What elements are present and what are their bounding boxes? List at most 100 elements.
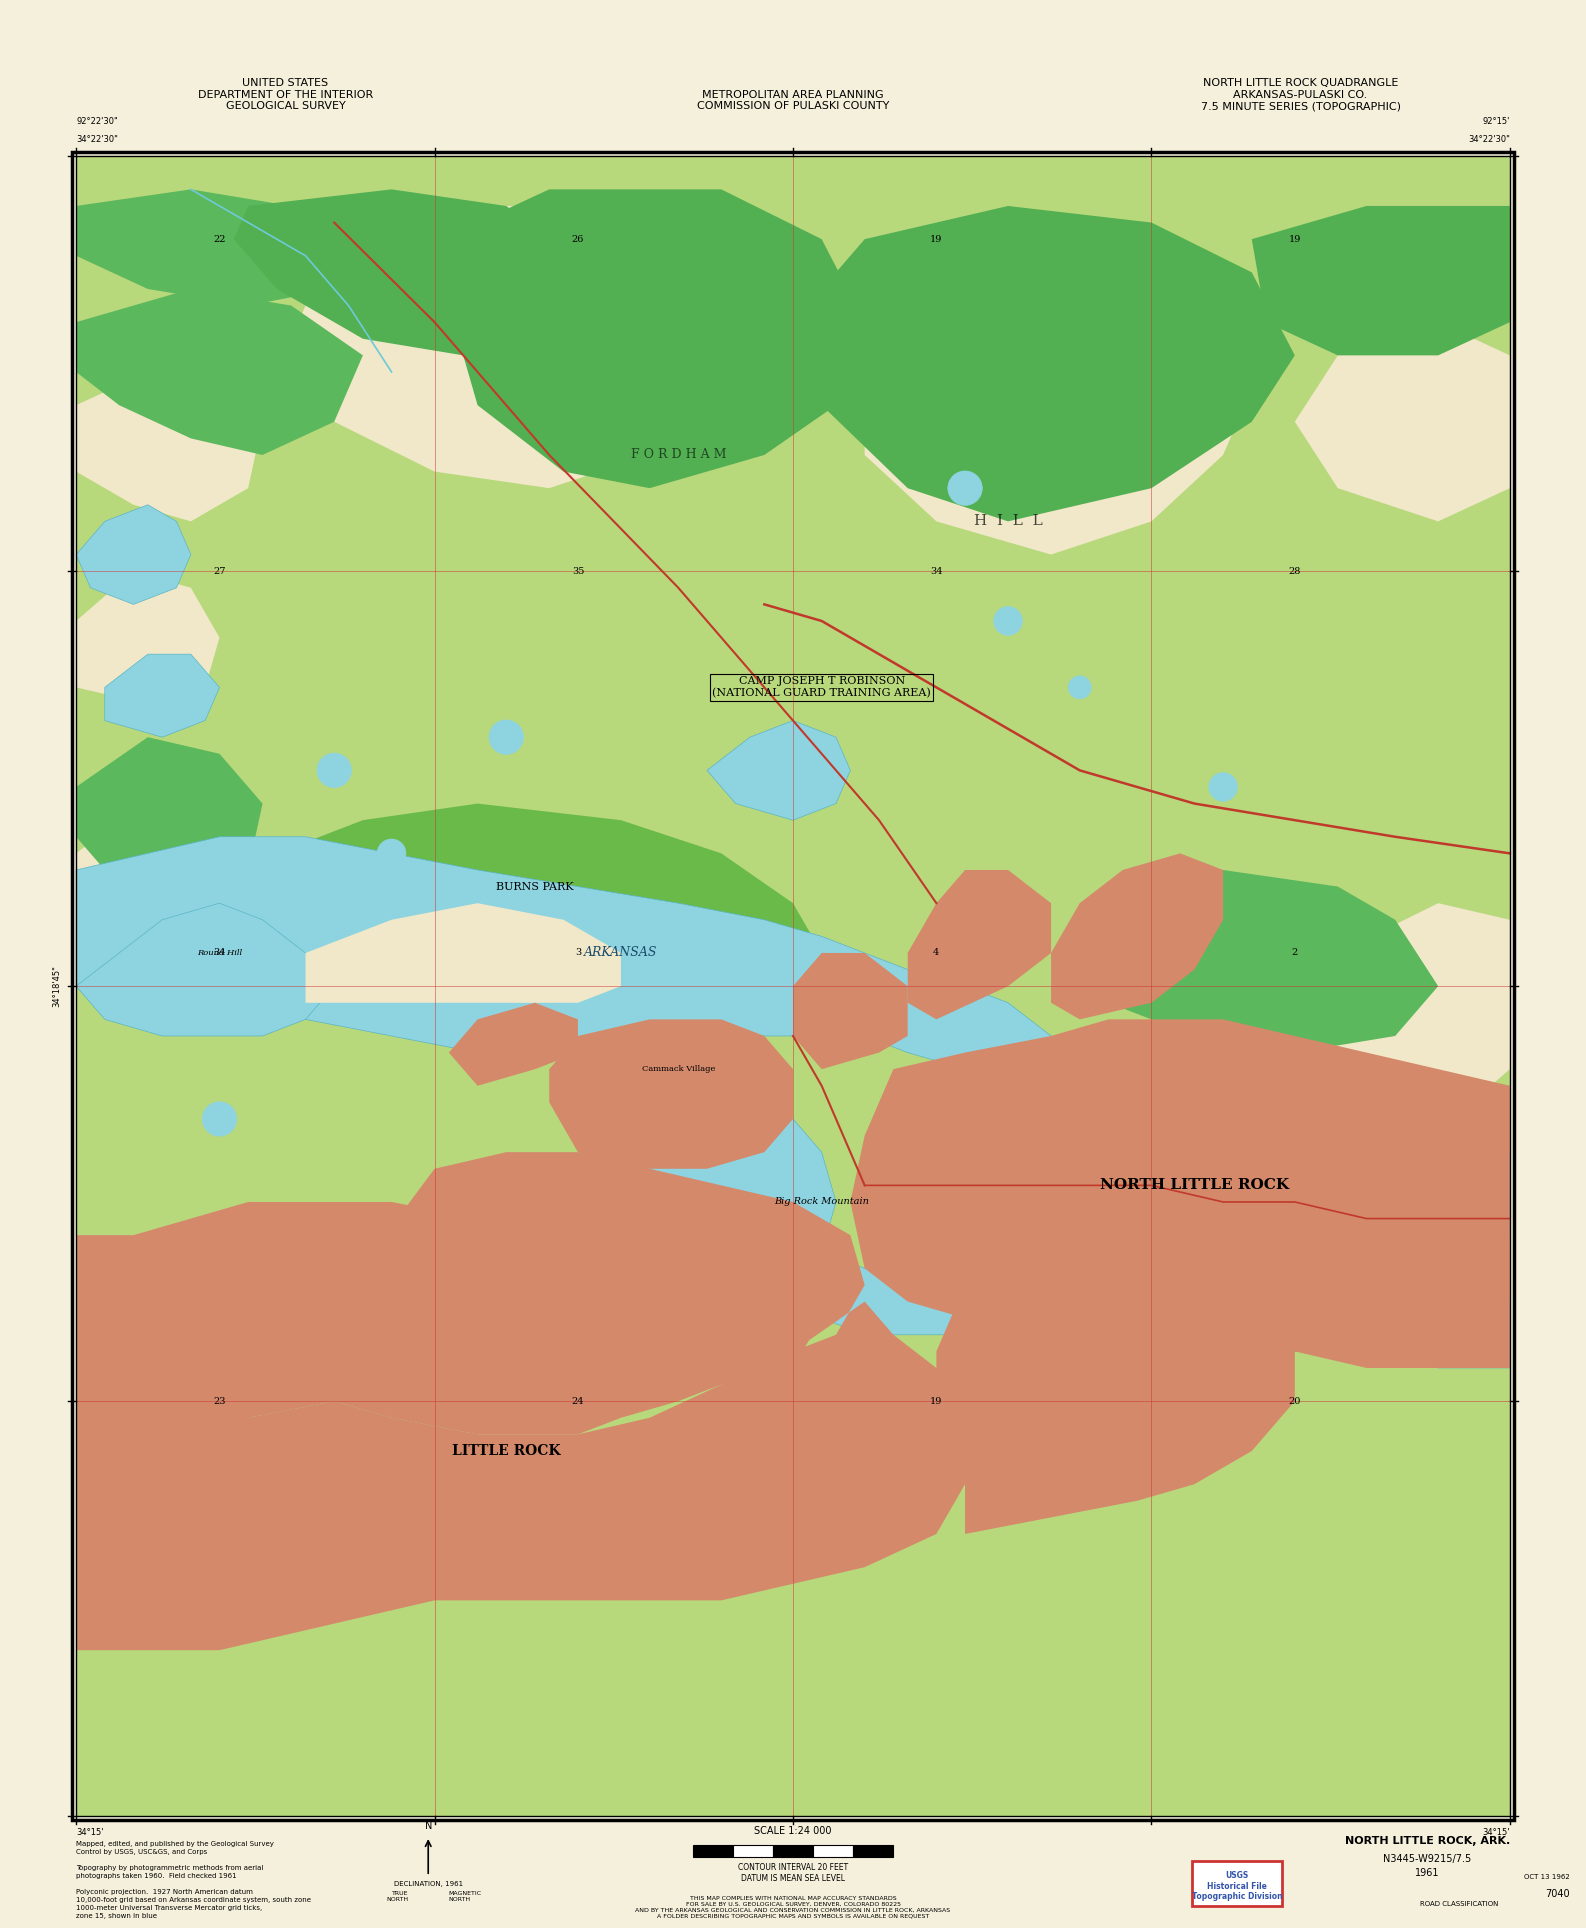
- Circle shape: [377, 839, 406, 868]
- Bar: [693, 1845, 733, 1857]
- Polygon shape: [1308, 902, 1510, 1118]
- Text: Mapped, edited, and published by the Geological Survey
Control by USGS, USC&GS, : Mapped, edited, and published by the Geo…: [76, 1841, 325, 1928]
- Text: F O R D H A M: F O R D H A M: [631, 449, 726, 461]
- Text: 34°18'45": 34°18'45": [52, 966, 62, 1006]
- Polygon shape: [76, 189, 363, 305]
- Circle shape: [994, 607, 1023, 636]
- Polygon shape: [822, 206, 1294, 521]
- Text: USGS
Historical File
Topographic Division: USGS Historical File Topographic Divisio…: [1191, 1872, 1283, 1901]
- Polygon shape: [306, 902, 622, 1003]
- Text: UNITED STATES
DEPARTMENT OF THE INTERIOR
GEOLOGICAL SURVEY: UNITED STATES DEPARTMENT OF THE INTERIOR…: [198, 77, 373, 112]
- Text: 23: 23: [213, 1396, 225, 1406]
- Circle shape: [1180, 1336, 1209, 1365]
- Polygon shape: [76, 372, 263, 521]
- Text: MAGNETIC
NORTH: MAGNETIC NORTH: [449, 1891, 481, 1903]
- Circle shape: [317, 754, 352, 787]
- Text: 20: 20: [1288, 1396, 1301, 1406]
- Text: 19: 19: [929, 235, 942, 243]
- Text: H  I  L  L: H I L L: [974, 515, 1042, 528]
- Polygon shape: [76, 1153, 964, 1650]
- Text: 28: 28: [1288, 567, 1301, 576]
- Text: BURNS PARK: BURNS PARK: [496, 881, 574, 891]
- Polygon shape: [936, 1218, 1294, 1535]
- Text: 92°22'30": 92°22'30": [76, 118, 117, 125]
- Text: DECLINATION, 1961: DECLINATION, 1961: [393, 1882, 463, 1888]
- Bar: [71, 152, 1515, 1820]
- Circle shape: [488, 719, 523, 754]
- Text: CAMP JOSEPH T ROBINSON
(NATIONAL GUARD TRAINING AREA): CAMP JOSEPH T ROBINSON (NATIONAL GUARD T…: [712, 677, 931, 698]
- Text: ROAD CLASSIFICATION: ROAD CLASSIFICATION: [1419, 1901, 1499, 1907]
- Text: NORTH LITTLE ROCK QUADRANGLE
ARKANSAS-PULASKI CO.
7.5 MINUTE SERIES (TOPOGRAPHIC: NORTH LITTLE ROCK QUADRANGLE ARKANSAS-PU…: [1201, 77, 1400, 112]
- Polygon shape: [907, 870, 1052, 1020]
- Text: SCALE 1:24 000: SCALE 1:24 000: [755, 1826, 831, 1835]
- Polygon shape: [76, 837, 1510, 1236]
- Text: 1961: 1961: [1415, 1868, 1440, 1878]
- Text: CONTOUR INTERVAL 20 FEET
DATUM IS MEAN SEA LEVEL: CONTOUR INTERVAL 20 FEET DATUM IS MEAN S…: [737, 1862, 849, 1882]
- Text: 19: 19: [1288, 235, 1301, 243]
- Polygon shape: [76, 1201, 822, 1452]
- Bar: [76, 156, 1510, 1816]
- Text: ARKANSAS: ARKANSAS: [584, 947, 658, 960]
- Polygon shape: [1251, 206, 1510, 355]
- Circle shape: [566, 1274, 590, 1296]
- Text: 92°15': 92°15': [1483, 118, 1510, 125]
- Polygon shape: [1052, 854, 1223, 1020]
- Circle shape: [176, 1271, 205, 1299]
- Text: 34°15': 34°15': [1483, 1828, 1510, 1837]
- Text: METROPOLITAN AREA PLANNING
COMMISSION OF PULASKI COUNTY: METROPOLITAN AREA PLANNING COMMISSION OF…: [696, 89, 890, 112]
- Bar: [733, 1845, 772, 1857]
- Polygon shape: [76, 505, 190, 603]
- Polygon shape: [1294, 322, 1510, 521]
- Polygon shape: [76, 736, 263, 902]
- Text: 7040: 7040: [1545, 1889, 1570, 1899]
- Text: 34°22'30": 34°22'30": [76, 135, 117, 145]
- Text: 27: 27: [213, 567, 225, 576]
- Text: 3: 3: [574, 949, 580, 958]
- Text: N3445-W9215/7.5: N3445-W9215/7.5: [1383, 1855, 1472, 1864]
- Polygon shape: [864, 289, 1251, 555]
- Bar: [853, 1845, 893, 1857]
- Bar: [772, 1845, 814, 1857]
- Text: Round Hill: Round Hill: [197, 949, 243, 956]
- Text: NORTH LITTLE ROCK: NORTH LITTLE ROCK: [1099, 1178, 1289, 1192]
- Text: LITTLE ROCK: LITTLE ROCK: [452, 1444, 560, 1458]
- Text: 34: 34: [929, 567, 942, 576]
- Circle shape: [265, 976, 289, 997]
- Bar: [814, 1845, 853, 1857]
- Bar: [1193, 1861, 1281, 1907]
- Text: OCT 13 1962: OCT 13 1962: [1524, 1874, 1570, 1880]
- Polygon shape: [449, 189, 864, 488]
- Text: 34°15': 34°15': [76, 1828, 103, 1837]
- Polygon shape: [549, 1020, 793, 1168]
- Polygon shape: [105, 654, 219, 736]
- Polygon shape: [233, 189, 577, 355]
- Text: 2: 2: [1291, 949, 1297, 958]
- Polygon shape: [793, 952, 907, 1070]
- Polygon shape: [449, 1003, 577, 1085]
- Polygon shape: [822, 1251, 1510, 1369]
- Polygon shape: [76, 804, 233, 970]
- Text: 34: 34: [213, 949, 225, 958]
- Polygon shape: [76, 902, 335, 1035]
- Polygon shape: [1080, 870, 1439, 1053]
- Polygon shape: [850, 1020, 1510, 1369]
- Bar: [76, 156, 1510, 1816]
- Text: 34°22'30": 34°22'30": [1469, 135, 1510, 145]
- Text: 4: 4: [933, 949, 939, 958]
- Circle shape: [948, 470, 982, 505]
- Polygon shape: [606, 1035, 836, 1319]
- Text: TRUE
NORTH: TRUE NORTH: [385, 1891, 408, 1903]
- Text: NORTH LITTLE ROCK, ARK.: NORTH LITTLE ROCK, ARK.: [1345, 1835, 1510, 1847]
- Polygon shape: [219, 804, 822, 1035]
- Circle shape: [1209, 773, 1237, 802]
- Polygon shape: [76, 571, 219, 704]
- Text: Cammack Village: Cammack Village: [642, 1064, 715, 1074]
- Text: THIS MAP COMPLIES WITH NATIONAL MAP ACCURACY STANDARDS
FOR SALE BY U.S. GEOLOGIC: THIS MAP COMPLIES WITH NATIONAL MAP ACCU…: [636, 1895, 950, 1918]
- Polygon shape: [707, 721, 850, 819]
- Text: Big Rock Mountain: Big Rock Mountain: [774, 1197, 869, 1207]
- Text: 35: 35: [571, 567, 584, 576]
- Text: 19: 19: [929, 1396, 942, 1406]
- Text: 24: 24: [571, 1396, 584, 1406]
- Polygon shape: [76, 289, 363, 455]
- Polygon shape: [292, 206, 764, 488]
